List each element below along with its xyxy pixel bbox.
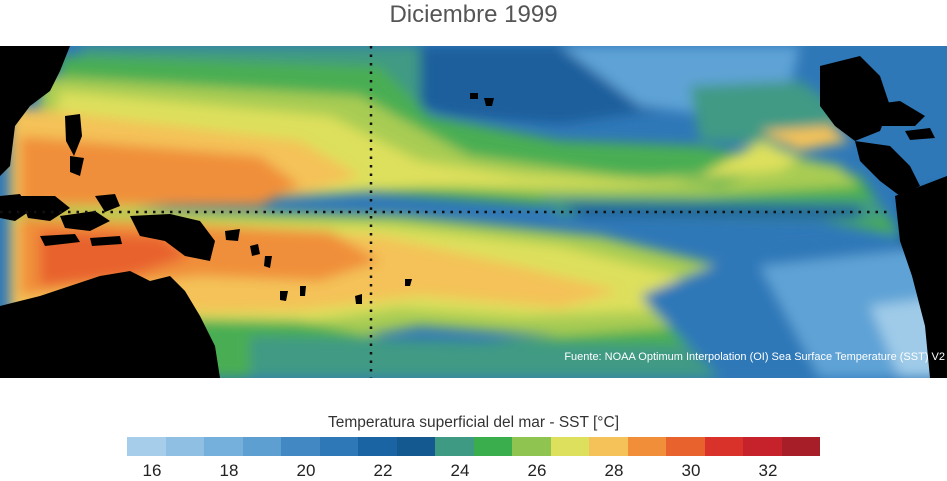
source-note: Fuente: NOAA Optimum Interpolation (OI) … bbox=[564, 351, 945, 363]
colorbar-swatch bbox=[589, 437, 628, 456]
colorbar-swatch bbox=[666, 437, 705, 456]
colorbar-swatch bbox=[358, 437, 397, 456]
colorbar-swatch bbox=[204, 437, 243, 456]
colorbar-tick-label: 16 bbox=[142, 461, 162, 480]
colorbar-swatch bbox=[435, 437, 474, 456]
colorbar-ticks: 16 18 20 22 24 26 28 30 32 bbox=[0, 461, 947, 481]
colorbar-swatch bbox=[242, 437, 281, 456]
colorbar-swatch bbox=[550, 437, 589, 456]
colorbar-tick-label: 18 bbox=[219, 461, 239, 480]
colorbar-label: Temperatura superficial del mar - SST [°… bbox=[327, 414, 620, 431]
colorbar-swatch bbox=[165, 437, 204, 456]
map-title: Diciembre 1999 bbox=[389, 1, 558, 28]
colorbar-swatch bbox=[512, 437, 551, 456]
colorbar-swatch bbox=[627, 437, 666, 456]
colorbar-swatch bbox=[127, 437, 166, 456]
colorbar-swatch bbox=[743, 437, 782, 456]
land-masses bbox=[0, 46, 947, 378]
colorbar bbox=[127, 437, 820, 456]
colorbar-tick-label: 30 bbox=[681, 461, 701, 480]
colorbar-swatch bbox=[781, 437, 820, 456]
colorbar-tick-label: 28 bbox=[604, 461, 624, 480]
colorbar-tick-label: 24 bbox=[450, 461, 470, 480]
colorbar-swatch bbox=[704, 437, 743, 456]
colorbar-swatch bbox=[319, 437, 358, 456]
colorbar-tick-label: 22 bbox=[373, 461, 393, 480]
colorbar-tick-label: 32 bbox=[758, 461, 778, 480]
colorbar-swatch bbox=[281, 437, 320, 456]
colorbar-tick-label: 26 bbox=[527, 461, 547, 480]
sst-map bbox=[0, 46, 947, 378]
colorbar-swatch bbox=[396, 437, 435, 456]
colorbar-tick-label: 20 bbox=[296, 461, 316, 480]
colorbar-swatch bbox=[473, 437, 512, 456]
